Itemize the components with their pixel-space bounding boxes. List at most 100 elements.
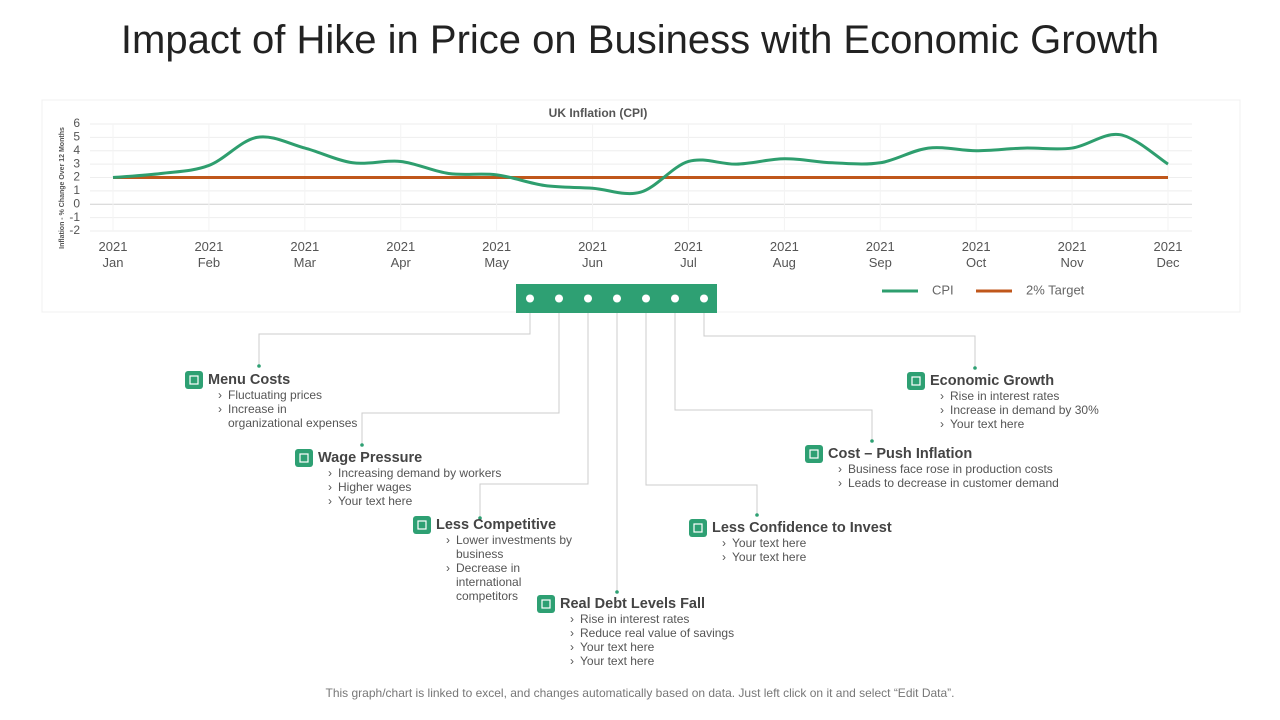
item-bullet: Increase in organizational expenses — [218, 402, 358, 430]
chart-box — [41, 99, 1241, 313]
item: Cost – Push InflationBusiness face rose … — [828, 446, 1088, 490]
connector-end — [360, 443, 364, 447]
series-line — [112, 132, 1169, 196]
connector-end — [973, 366, 977, 370]
item-bullets: Your text hereYour text here — [712, 536, 912, 564]
item-bullets: Business face rose in production costsLe… — [828, 462, 1088, 490]
item-bullets: Fluctuating pricesIncrease in organizati… — [208, 388, 358, 430]
x-tick-label: 2021 Aug — [769, 239, 799, 270]
connector — [361, 313, 560, 445]
bar-dot — [526, 294, 534, 303]
connector-end — [755, 513, 759, 517]
item-title: Economic Growth — [930, 373, 1055, 389]
item-bullet: Your text here — [570, 640, 760, 654]
x-tick-label: 2021 Jun — [578, 239, 607, 270]
connector-end — [257, 364, 261, 368]
item-title: Less Competitive — [436, 517, 557, 533]
y-tick-label: 2 — [73, 170, 80, 184]
connector — [258, 313, 531, 366]
connector — [645, 313, 758, 515]
item-bullet: Your text here — [328, 494, 518, 508]
item-bullet: Decrease in international competitors — [446, 561, 576, 603]
item: Wage PressureIncreasing demand by worker… — [318, 450, 518, 508]
chart-title: UK Inflation (CPI) — [549, 106, 648, 120]
y-tick-label: 3 — [73, 156, 80, 170]
x-tick-label: 2021 Oct — [961, 239, 991, 270]
item-icon-glyph — [299, 453, 309, 463]
y-tick-label: 5 — [73, 130, 80, 144]
item: Real Debt Levels FallRise in interest ra… — [560, 596, 760, 668]
item-bullet: Your text here — [570, 654, 760, 668]
item-bullet: Increase in demand by 30% — [940, 403, 1130, 417]
item-bullet: Your text here — [722, 536, 912, 550]
connector — [674, 313, 873, 441]
x-tick-label: 2021 Apr — [386, 239, 416, 270]
item-bullet: Leads to decrease in customer demand — [838, 476, 1088, 490]
item-bullet: Reduce real value of savings — [570, 626, 760, 640]
item-bullets: Lower investments by businessDecrease in… — [436, 533, 576, 603]
item-bullet: Lower investments by business — [446, 533, 576, 561]
connector — [703, 313, 976, 368]
item-bullet: Rise in interest rates — [940, 389, 1130, 403]
connector-end — [870, 439, 874, 443]
y-tick-label: 6 — [73, 116, 80, 130]
y-tick-label: 4 — [73, 143, 80, 157]
item-icon-glyph — [189, 375, 199, 385]
item-title: Less Confidence to Invest — [712, 520, 892, 536]
item-icon — [413, 516, 431, 534]
connector-end — [615, 590, 619, 594]
bar-dot — [555, 294, 563, 303]
bar-dot — [613, 294, 621, 303]
y-tick-label: 1 — [73, 183, 80, 197]
x-tick-label: 2021 Jul — [673, 239, 703, 270]
item-icon-glyph — [417, 520, 427, 530]
item-bullets: Rise in interest ratesReduce real value … — [560, 612, 760, 668]
item-bullet: Increasing demand by workers — [328, 466, 518, 480]
x-tick-label: 2021 Sep — [865, 239, 895, 270]
item-icon-glyph — [693, 523, 703, 533]
legend-label: CPI — [932, 282, 954, 297]
item-title: Wage Pressure — [318, 450, 423, 466]
footer: This graph/chart is linked to excel, and… — [325, 686, 955, 700]
item: Less CompetitiveLower investments by bus… — [436, 517, 576, 603]
y-tick-label: -1 — [69, 210, 80, 224]
item-icon — [295, 449, 313, 467]
bar-dot — [642, 294, 650, 303]
item: Less Confidence to InvestYour text hereY… — [712, 520, 912, 564]
bar-dot — [671, 294, 679, 303]
item: Menu CostsFluctuating pricesIncrease in … — [208, 372, 358, 430]
connector-end — [478, 516, 482, 520]
item-bullet: Your text here — [722, 550, 912, 564]
y-tick-label: 0 — [73, 196, 80, 210]
item-icon — [907, 372, 925, 390]
item-icon — [689, 519, 707, 537]
item-icon — [185, 371, 203, 389]
x-tick-label: 2021 Feb — [194, 239, 224, 270]
item-icon — [805, 445, 823, 463]
bar-dot — [700, 294, 708, 303]
y-axis-label: Inflation - % Change Over 12 Months — [59, 127, 66, 249]
item-bullet: Your text here — [940, 417, 1130, 431]
item: Economic GrowthRise in interest ratesInc… — [930, 373, 1130, 431]
item-title: Menu Costs — [208, 372, 291, 388]
item-icon-glyph — [911, 376, 921, 386]
item-bullet: Fluctuating prices — [218, 388, 358, 402]
slide-title: Impact of Hike in Price on Business with… — [120, 18, 1160, 62]
item-bullet: Business face rose in production costs — [838, 462, 1088, 476]
item-bullet: Rise in interest rates — [570, 612, 760, 626]
x-tick-label: 2021 Nov — [1057, 239, 1087, 270]
item-bullet: Higher wages — [328, 480, 518, 494]
item-bullets: Increasing demand by workersHigher wages… — [318, 466, 518, 508]
item-bullets: Rise in interest ratesIncrease in demand… — [930, 389, 1130, 431]
x-tick-label: 2021 Jan — [98, 239, 128, 270]
x-tick-label: 2021 Dec — [1153, 239, 1183, 270]
bar-dot — [584, 294, 592, 303]
y-tick-label: -2 — [69, 223, 80, 237]
x-tick-label: 2021 Mar — [290, 239, 320, 270]
x-tick-label: 2021 May — [482, 239, 512, 270]
item-title: Cost – Push Inflation — [828, 446, 973, 462]
legend-label: 2% Target — [1026, 282, 1085, 297]
item-icon-glyph — [809, 449, 819, 459]
